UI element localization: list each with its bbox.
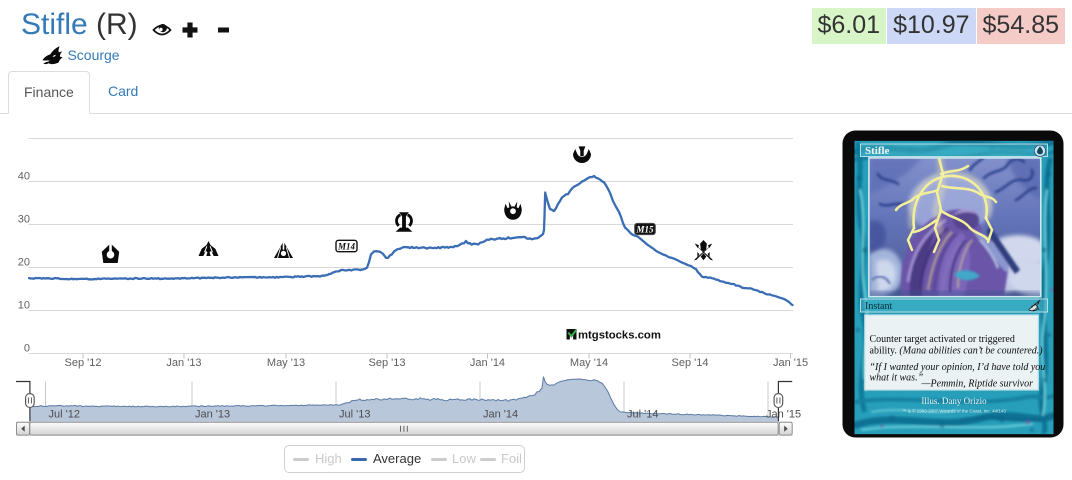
svg-text:M14: M14 [337,242,356,252]
svg-text:Sep '13: Sep '13 [369,357,406,369]
svg-text:40: 40 [18,171,30,183]
svg-text:™ & © 1993-2007 Wizards of the: ™ & © 1993-2007 Wizards of the Coast, In… [902,408,1006,414]
svg-text:Sep '12: Sep '12 [65,357,102,369]
svg-text:Sep '14: Sep '14 [672,357,709,369]
svg-text:Jan '15: Jan '15 [766,408,801,420]
svg-text:mtgstocks.com: mtgstocks.com [578,329,661,341]
svg-text:May '14: May '14 [570,357,608,369]
svg-text:Jan '15: Jan '15 [773,357,808,369]
svg-text:Jul '13: Jul '13 [339,408,370,420]
svg-text:10: 10 [18,300,30,312]
svg-text:Jul '12: Jul '12 [49,408,80,420]
svg-text:Jan '13: Jan '13 [166,357,201,369]
svg-text:30: 30 [18,214,30,226]
svg-text:Instant: Instant [865,301,892,312]
svg-text:0: 0 [24,343,30,355]
svg-text:20: 20 [18,257,30,269]
svg-text:May '13: May '13 [267,357,305,369]
svg-text:M15: M15 [635,225,654,235]
svg-text:Counter target activated or tr: Counter target activated or triggered [870,334,1015,345]
svg-text:Jan '14: Jan '14 [470,357,505,369]
svg-text:ability. (Mana abilities can’t: ability. (Mana abilities can’t be counte… [870,346,1044,357]
svg-text:Illus. Dany Orizio: Illus. Dany Orizio [921,396,987,406]
svg-text:Jan '14: Jan '14 [483,408,518,420]
svg-text:Jan '13: Jan '13 [195,408,230,420]
svg-text:—Pemmin, Riptide survivor: —Pemmin, Riptide survivor [921,379,1033,390]
svg-text:“If I wanted your opinion, I’d: “If I wanted your opinion, I’d have told… [870,362,1046,373]
svg-text:what it was.”: what it was.” [870,373,924,384]
svg-text:Jul '14: Jul '14 [627,408,658,420]
svg-text:Stifle: Stifle [865,145,890,157]
